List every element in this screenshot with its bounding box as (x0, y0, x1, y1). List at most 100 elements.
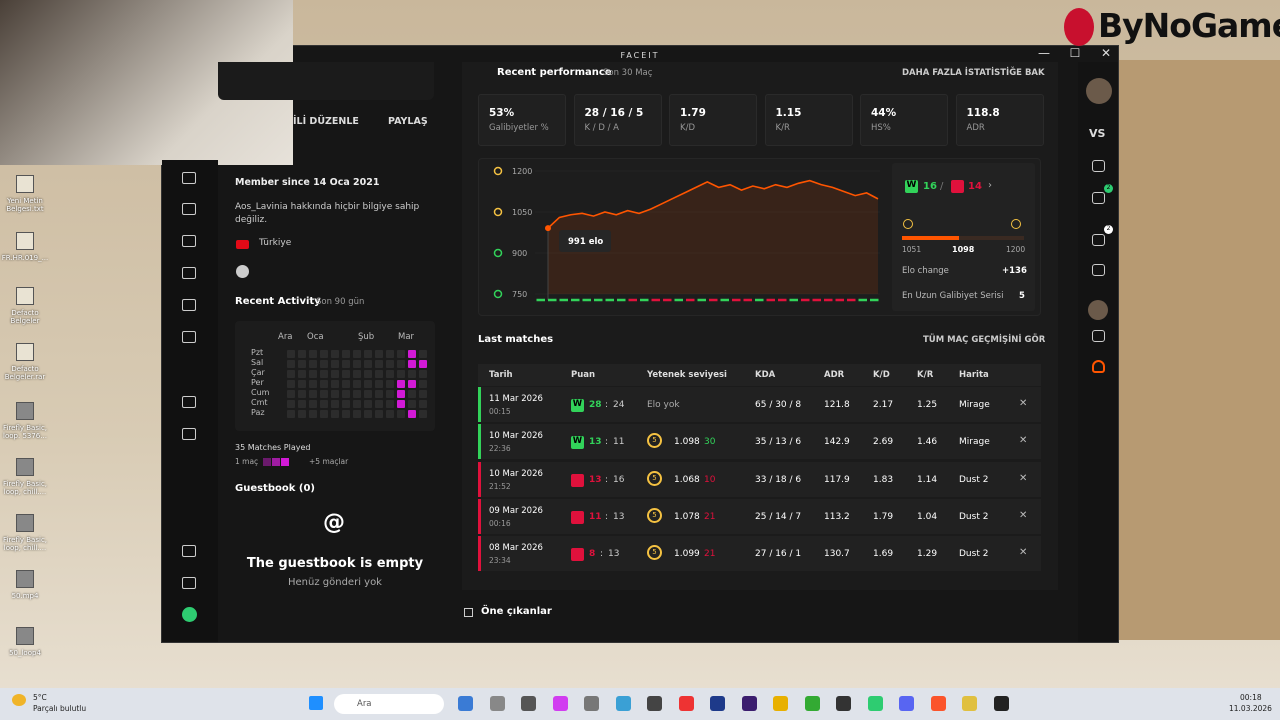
taskbar-app[interactable] (773, 696, 788, 711)
desktop-icon-image (16, 514, 34, 532)
stat-card (955, 94, 1044, 146)
window-control[interactable]: — (1038, 46, 1050, 60)
result-badge (571, 548, 584, 562)
score: 13 (589, 437, 602, 448)
bio: Aos_Lavinia hakkında hiçbir bilgiye sahi… (235, 202, 420, 225)
activity-cell (309, 350, 317, 358)
elo-change: +136 (1002, 266, 1027, 276)
legend-min: 1 maç (235, 457, 259, 466)
rail-icon[interactable] (182, 172, 196, 184)
window-control[interactable]: ✕ (1100, 46, 1112, 60)
perf-title: Recent performance (497, 67, 612, 78)
activity-cell (386, 360, 394, 368)
taskbar-app[interactable] (584, 696, 599, 711)
taskbar-app[interactable] (962, 696, 977, 711)
taskbar-app[interactable] (836, 696, 851, 711)
match-date: 08 Mar 2026 (489, 543, 543, 554)
score-sep: : (605, 511, 609, 522)
activity-cell (386, 390, 394, 398)
window-control[interactable]: ☐ (1069, 46, 1081, 60)
stat-card (860, 94, 948, 146)
taskbar-app[interactable] (741, 696, 757, 711)
stat-value: 28 / 16 / 5 (584, 107, 644, 119)
day-label: Paz (251, 408, 265, 417)
rail-icon[interactable] (182, 331, 196, 343)
match-date: 09 Mar 2026 (489, 505, 543, 516)
desktop-icon-label: Yeni Metin Belgesi.txt (6, 197, 44, 213)
nav-icon[interactable] (1092, 160, 1105, 172)
taskbar-app[interactable] (458, 696, 473, 711)
column-header: Puan (571, 370, 596, 380)
kda: 27 / 16 / 1 (755, 549, 802, 560)
elo: 1.078 (674, 511, 700, 522)
rail-icon[interactable] (182, 235, 196, 247)
rail-icon[interactable] (182, 428, 196, 440)
taskbar-app[interactable] (678, 696, 694, 711)
activity-cell (375, 400, 383, 408)
rail-icon[interactable] (182, 577, 196, 589)
nav-icon[interactable] (1092, 264, 1105, 276)
taskbar-app[interactable] (804, 696, 820, 711)
level-badge: 5 (647, 545, 662, 561)
clock-time: 00:18 (1240, 693, 1262, 702)
taskbar-app[interactable] (647, 696, 662, 711)
match-date: 10 Mar 2026 (489, 468, 543, 479)
elo-delta: 30 (704, 437, 716, 448)
rail-icon[interactable] (182, 545, 196, 557)
activity-cell (342, 380, 350, 388)
avatar (1086, 78, 1112, 104)
day-label: Sal (251, 358, 264, 367)
taskbar-app[interactable] (615, 696, 631, 711)
taskbar-app[interactable] (552, 696, 568, 711)
nav-vs: VS (1089, 127, 1106, 140)
taskbar-app[interactable] (993, 696, 1009, 711)
taskbar-app[interactable] (489, 696, 505, 711)
activity-cell (298, 360, 306, 368)
activity-cell (320, 410, 328, 418)
rail-icon[interactable] (182, 203, 196, 215)
nav-icon[interactable] (1092, 330, 1105, 342)
table-header (478, 364, 1041, 386)
activity-cell (397, 360, 405, 368)
column-header: Yetenek seviyesi (647, 370, 727, 380)
taskbar-app[interactable] (930, 696, 946, 711)
activity-cell (298, 400, 306, 408)
map-icon: ✕ (1019, 509, 1028, 521)
activity-cell (320, 390, 328, 398)
activity-cell (419, 400, 427, 408)
share[interactable]: PAYLAŞ (388, 116, 428, 127)
opp-score: 24 (613, 400, 625, 410)
activity-cell (386, 350, 394, 358)
progress-fill (902, 236, 959, 240)
taskbar-app[interactable] (710, 696, 725, 711)
rail-icon[interactable] (182, 396, 196, 408)
match-time: 00:16 (489, 518, 511, 528)
map-icon: ✕ (1019, 435, 1028, 447)
activity-cell (397, 370, 405, 378)
win-count: 16 (923, 181, 937, 192)
rail-icon[interactable] (182, 299, 196, 311)
map-icon: ✕ (1019, 547, 1028, 559)
loss-badge (951, 180, 964, 193)
score-sep: : (600, 549, 604, 560)
taskbar-app[interactable] (867, 696, 883, 711)
search-box[interactable] (334, 694, 444, 714)
taskbar-app[interactable] (899, 696, 914, 711)
desktop-icon-label: 50_loop4 (9, 649, 41, 657)
taskbar-app[interactable] (521, 696, 536, 711)
perf-link[interactable]: DAHA FAZLA İSTATİSTİĞE BAK (902, 68, 1045, 78)
rail-icon[interactable] (182, 267, 196, 279)
desktop-icon-label: Firefly Basic, loop, chill.... (2, 536, 48, 552)
start[interactable] (309, 696, 323, 710)
matches-link[interactable]: TÜM MAÇ GEÇMİŞİNİ GÖR (923, 335, 1046, 345)
activity-cell (364, 360, 372, 368)
activity-cell (353, 410, 361, 418)
stat-card (573, 94, 662, 146)
activity-cell (331, 350, 339, 358)
opp-score: 13 (608, 549, 620, 560)
score: 28 (589, 400, 602, 410)
edit-profile[interactable]: İLİ DÜZENLE (293, 116, 359, 127)
nav-icon[interactable] (1092, 234, 1105, 246)
nav-icon[interactable] (1092, 192, 1105, 204)
result-badge: W (571, 436, 584, 450)
